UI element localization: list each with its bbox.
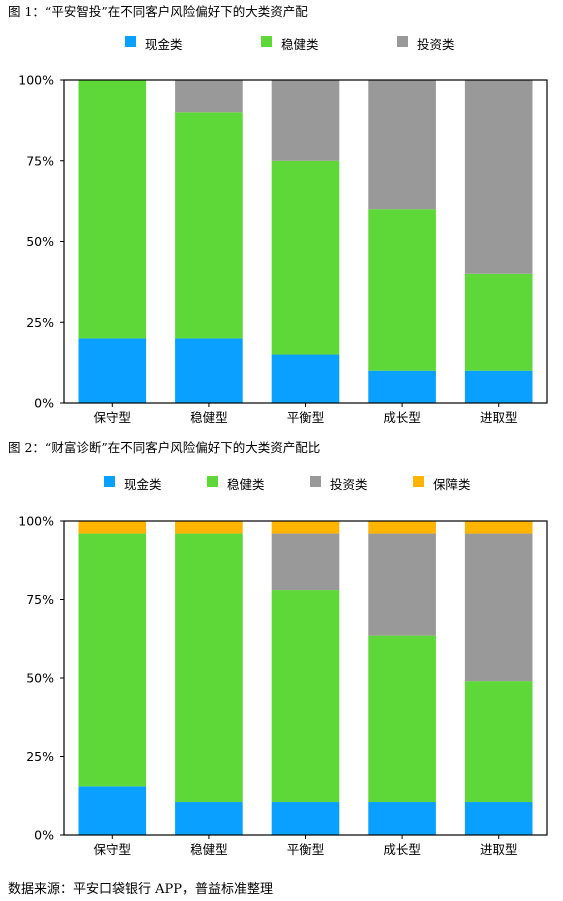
legend-label: 投资类 — [417, 37, 455, 52]
bar-segment-2-4 — [464, 80, 533, 274]
y-tick-label: 50% — [26, 671, 54, 686]
bar-segment-2-4 — [464, 533, 533, 682]
legend-item-1: 稳健类 — [207, 473, 297, 492]
y-tick-label: 100% — [18, 514, 54, 529]
bar-segment-3-1 — [175, 521, 243, 534]
bar-segment-3-4 — [464, 521, 533, 534]
y-tick-label: 25% — [26, 749, 54, 764]
bar-segment-1-2 — [271, 160, 340, 355]
bar-segment-1-3 — [368, 635, 436, 803]
figure2-caption: 图 2：“财富诊断”在不同客户风险偏好下的大类资产配比 — [8, 440, 321, 455]
bar-segment-1-0 — [78, 533, 147, 787]
legend-item-1: 稳健类 — [261, 33, 351, 52]
x-tick-label: 成长型 — [383, 842, 421, 857]
bar-segment-0-1 — [175, 338, 243, 403]
bar-segment-0-1 — [175, 802, 243, 835]
bar-segment-0-0 — [78, 786, 147, 835]
bar-segment-3-3 — [368, 521, 436, 534]
bar-segment-0-3 — [368, 370, 436, 403]
x-tick-label: 稳健型 — [190, 410, 228, 425]
y-tick-label: 75% — [26, 592, 54, 607]
x-tick-label: 进取型 — [480, 410, 518, 425]
bar-segment-0-0 — [78, 338, 147, 403]
bar-segment-2-3 — [368, 80, 436, 210]
y-tick-label: 100% — [18, 73, 54, 88]
plot-frame — [63, 520, 548, 836]
chart2-plot: 保守型 稳健型 平衡型 成长型 进取型 0% 25% 50% 75% 100% — [18, 514, 548, 857]
bar-segment-2-3 — [368, 533, 436, 636]
bar-segment-1-4 — [464, 273, 533, 371]
legend-swatch — [104, 476, 115, 487]
bar-segment-2-2 — [271, 80, 340, 161]
bar-segment-3-0 — [78, 521, 147, 534]
x-tick-label: 保守型 — [94, 410, 132, 425]
x-tick-label: 进取型 — [480, 842, 518, 857]
bar-segment-1-2 — [271, 590, 340, 803]
legend-swatch — [310, 476, 321, 487]
y-tick-label: 75% — [26, 153, 54, 168]
bar-segment-2-2 — [271, 533, 340, 591]
bar-segment-1-3 — [368, 209, 436, 371]
legend-label: 稳健类 — [281, 37, 319, 52]
chart1-plot: 保守型 稳健型 平衡型 成长型 进取型 0% 25% 50% 75% 100% — [18, 73, 548, 425]
figure1-caption: 图 1：“平安智投”在不同客户风险偏好下的大类资产配 — [8, 4, 308, 19]
legend-label: 现金类 — [145, 37, 183, 52]
chart2-legend: 现金类 稳健类 投资类 保障类 — [0, 473, 563, 492]
chart1-legend: 现金类 稳健类 投资类 — [0, 33, 563, 52]
legend-swatch — [413, 476, 424, 487]
legend-item-3: 保障类 — [413, 473, 503, 492]
x-tick-label: 成长型 — [383, 410, 421, 425]
legend-item-2: 投资类 — [397, 33, 487, 52]
legend-swatch — [125, 36, 136, 47]
legend-item-0: 现金类 — [104, 473, 194, 492]
bar-segment-1-0 — [78, 80, 147, 339]
bar-segment-0-4 — [464, 370, 533, 403]
bar-segment-0-3 — [368, 802, 436, 835]
bar-segment-1-1 — [175, 533, 243, 803]
legend-label: 稳健类 — [227, 477, 265, 492]
x-tick-label: 平衡型 — [287, 842, 325, 857]
y-tick-label: 25% — [26, 315, 54, 330]
bar-segment-0-2 — [271, 802, 340, 835]
legend-label: 投资类 — [330, 477, 368, 492]
plot-frame — [63, 79, 548, 404]
bar-segment-0-2 — [271, 354, 340, 403]
y-tick-label: 0% — [34, 396, 54, 411]
data-source-footer: 数据来源：平安口袋银行 APP，普益标准整理 — [8, 882, 274, 897]
x-tick-label: 平衡型 — [287, 410, 325, 425]
y-tick-label: 0% — [34, 828, 54, 843]
bar-segment-0-4 — [464, 802, 533, 835]
x-tick-label: 保守型 — [94, 842, 132, 857]
x-tick-label: 稳健型 — [190, 842, 228, 857]
legend-swatch — [397, 36, 408, 47]
legend-label: 现金类 — [124, 477, 162, 492]
bar-segment-3-2 — [271, 521, 340, 534]
legend-swatch — [207, 476, 218, 487]
legend-item-0: 现金类 — [125, 33, 215, 52]
legend-label: 保障类 — [433, 477, 471, 492]
legend-item-2: 投资类 — [310, 473, 400, 492]
y-tick-label: 50% — [26, 234, 54, 249]
bar-segment-1-1 — [175, 112, 243, 339]
bar-segment-2-1 — [175, 80, 243, 113]
bar-segment-1-4 — [464, 681, 533, 803]
legend-swatch — [261, 36, 272, 47]
